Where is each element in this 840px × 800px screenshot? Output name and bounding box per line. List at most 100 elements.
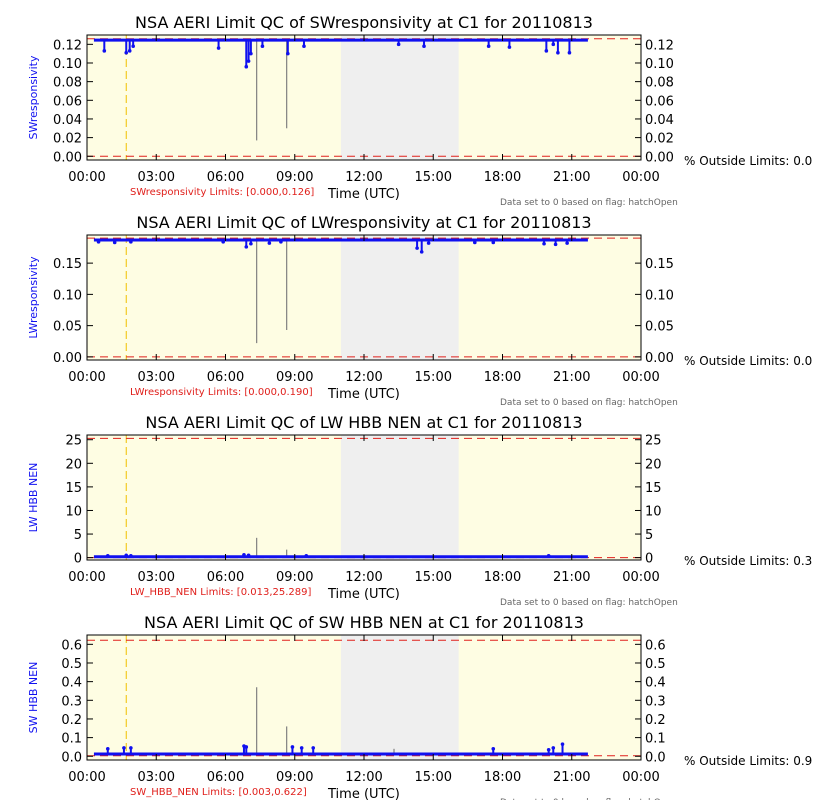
chart-panel-2: NSA AERI Limit QC of LWresponsivity at C… <box>27 213 812 408</box>
y-tick-label: 0.10 <box>53 288 82 303</box>
chart-title: NSA AERI Limit QC of SW HBB NEN at C1 fo… <box>144 613 584 632</box>
y-tick-label: 0.02 <box>53 132 82 147</box>
data-point <box>473 240 477 245</box>
data-point <box>129 746 133 750</box>
x-tick-label: 15:00 <box>415 570 452 585</box>
y-axis-label: LW HBB NEN <box>27 463 40 533</box>
x-tick-label: 03:00 <box>138 570 175 585</box>
y-tick-label-right: 0.00 <box>645 351 674 366</box>
data-point <box>299 746 304 750</box>
x-tick-label: 00:00 <box>622 370 659 385</box>
limits-text: LW_HBB_NEN Limits: [0.013,25.289] <box>130 587 311 598</box>
data-point <box>415 246 419 250</box>
x-tick-label: 06:00 <box>207 770 244 785</box>
data-point <box>216 46 221 50</box>
data-point <box>246 59 251 63</box>
y-axis-label: SW HBB NEN <box>27 662 40 734</box>
x-tick-label: 06:00 <box>207 570 244 585</box>
x-tick-label: 03:00 <box>138 170 175 185</box>
data-point <box>491 747 496 751</box>
y-tick-label-right: 0.3 <box>645 694 666 709</box>
data-point <box>131 44 135 48</box>
flag-note: Data set to 0 based on flag: hatchOpen <box>500 198 678 208</box>
y-tick-label-right: 0.5 <box>645 657 666 672</box>
y-axis-label: LWresponsivity <box>27 256 40 339</box>
y-tick-label-right: 0.6 <box>645 638 666 653</box>
data-point <box>551 42 556 47</box>
y-tick-label: 0 <box>74 552 82 567</box>
y-tick-label: 0.10 <box>53 57 82 72</box>
x-tick-label: 18:00 <box>484 770 521 785</box>
x-tick-label: 09:00 <box>276 570 313 585</box>
x-axis-label: Time (UTC) <box>327 587 400 602</box>
y-tick-label: 0.00 <box>53 351 82 366</box>
data-point <box>105 747 110 751</box>
y-tick-label: 0.0 <box>61 750 82 765</box>
x-tick-label: 21:00 <box>553 370 590 385</box>
y-tick-label: 5 <box>74 528 82 543</box>
x-tick-label: 12:00 <box>345 170 382 185</box>
outside-limits-text: % Outside Limits: 0.3 <box>684 554 812 568</box>
y-tick-label: 20 <box>65 457 82 472</box>
data-point <box>491 240 496 245</box>
y-tick-label-right: 0.15 <box>645 257 674 272</box>
y-tick-label-right: 0.1 <box>645 732 666 747</box>
y-tick-label: 0.4 <box>61 676 82 691</box>
x-tick-label: 09:00 <box>276 170 313 185</box>
data-point <box>260 44 265 48</box>
outside-limits-text: % Outside Limits: 0.9 <box>684 754 812 768</box>
y-tick-label-right: 0.08 <box>645 76 674 91</box>
y-tick-label: 0.04 <box>53 113 82 128</box>
data-point <box>267 241 272 245</box>
y-tick-label: 0.5 <box>61 657 82 672</box>
y-tick-label-right: 10 <box>645 504 662 519</box>
x-tick-label: 00:00 <box>622 770 659 785</box>
data-point <box>244 64 249 69</box>
x-tick-label: 09:00 <box>276 770 313 785</box>
data-point <box>486 44 491 48</box>
outside-limits-text: % Outside Limits: 0.0 <box>684 354 812 368</box>
data-point <box>244 245 249 249</box>
x-tick-label: 00:00 <box>68 770 105 785</box>
chart-panel-3: NSA AERI Limit QC of LW HBB NEN at C1 fo… <box>27 413 812 608</box>
x-tick-label: 15:00 <box>415 170 452 185</box>
limits-text: SW_HBB_NEN Limits: [0.003,0.622] <box>130 787 307 798</box>
data-point <box>551 746 556 750</box>
data-point <box>426 241 431 245</box>
shaded-period <box>340 635 459 760</box>
x-tick-label: 15:00 <box>415 370 452 385</box>
y-tick-label-right: 0.2 <box>645 713 666 728</box>
x-tick-label: 21:00 <box>553 770 590 785</box>
x-tick-label: 12:00 <box>345 770 382 785</box>
data-point <box>286 51 290 56</box>
data-point <box>419 250 424 254</box>
x-tick-label: 00:00 <box>68 170 105 185</box>
chart-title: NSA AERI Limit QC of SWresponsivity at C… <box>135 13 593 32</box>
data-point <box>124 50 129 55</box>
data-point <box>556 50 560 55</box>
y-tick-label-right: 0.06 <box>645 94 674 109</box>
x-tick-label: 21:00 <box>553 570 590 585</box>
y-tick-label: 10 <box>65 504 82 519</box>
data-point <box>311 746 316 750</box>
y-axis-label: SWresponsivity <box>27 55 40 139</box>
y-tick-label: 0.05 <box>53 320 82 335</box>
data-point <box>244 745 249 749</box>
data-point <box>249 241 253 246</box>
x-tick-label: 06:00 <box>207 370 244 385</box>
y-tick-label: 0.6 <box>61 638 82 653</box>
y-tick-label-right: 0.10 <box>645 288 674 303</box>
data-point <box>127 49 132 53</box>
flag-note: Data set to 0 based on flag: hatchOpen <box>500 598 678 608</box>
shaded-period <box>340 235 459 360</box>
limits-text: LWresponsivity Limits: [0.000,0.190] <box>130 387 313 398</box>
y-tick-label-right: 0.05 <box>645 320 674 335</box>
shaded-period <box>340 435 459 560</box>
x-tick-label: 15:00 <box>415 770 452 785</box>
y-tick-label: 0.2 <box>61 713 82 728</box>
chart-panel-4: NSA AERI Limit QC of SW HBB NEN at C1 fo… <box>27 613 812 800</box>
x-tick-label: 06:00 <box>207 170 244 185</box>
y-tick-label: 0.3 <box>61 694 82 709</box>
flag-note: Data set to 0 based on flag: hatchOpen <box>500 798 678 800</box>
